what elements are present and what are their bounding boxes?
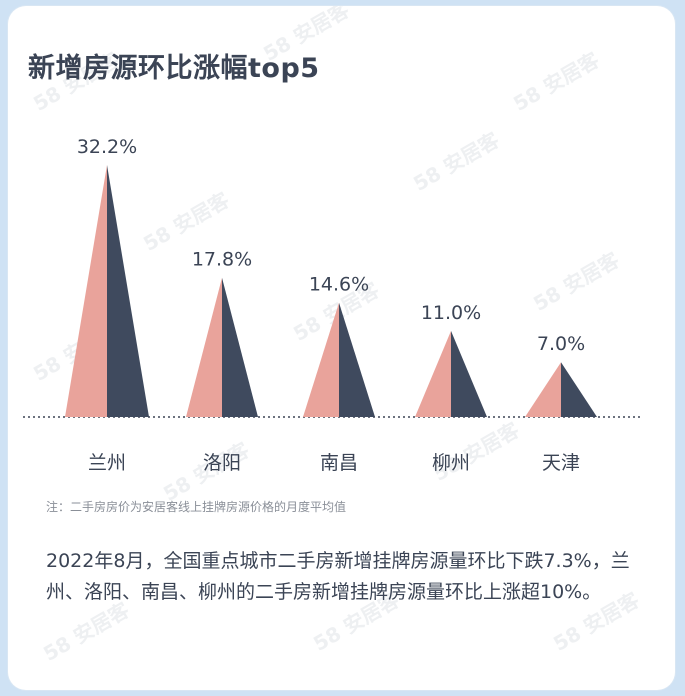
footnote: 注：二手房房价为安居客线上挂牌房源价格的月度平均值 (46, 500, 347, 514)
description-text: 2022年8月，全国重点城市二手房新增挂牌房源量环比下跌7.3%，兰州、洛阳、南… (46, 550, 630, 603)
category-label: 兰州 (88, 452, 126, 474)
pyramid-chart: 32.2% 兰州 17.8% 洛阳 14.6% 南昌 11.0% 柳州 7.0% 天津 (23, 136, 643, 474)
data-label: 14.6% (309, 274, 369, 296)
pyramid-light-face (525, 362, 561, 417)
data-label: 17.8% (192, 249, 252, 271)
pyramid-dark-face (222, 277, 258, 417)
data-label: 11.0% (421, 302, 481, 324)
pyramid-bar (65, 165, 149, 417)
category-label: 洛阳 (203, 452, 241, 474)
pyramid-dark-face (561, 362, 597, 417)
pyramid-bar (415, 330, 487, 417)
category-label: 天津 (542, 452, 580, 474)
pyramid-light-face (303, 302, 339, 417)
pyramid-bar (303, 302, 375, 417)
pyramid-dark-face (107, 165, 149, 417)
pyramid-dark-face (451, 330, 487, 417)
pyramid-dark-face (339, 302, 375, 417)
category-label: 柳州 (432, 452, 470, 474)
pyramid-light-face (186, 277, 222, 417)
data-label: 32.2% (77, 136, 137, 158)
pyramid-bar (186, 277, 258, 417)
pyramid-light-face (415, 330, 451, 417)
chart-title: 新增房源环比涨幅top5 (28, 53, 320, 84)
data-label: 7.0% (537, 333, 585, 355)
category-label: 南昌 (320, 452, 358, 474)
pyramid-bar (525, 362, 597, 417)
pyramid-light-face (65, 165, 107, 417)
infographic-card: 58 安居客 58 安居客 58 安居客 58 安居客 58 安居客 58 安居… (8, 6, 675, 690)
